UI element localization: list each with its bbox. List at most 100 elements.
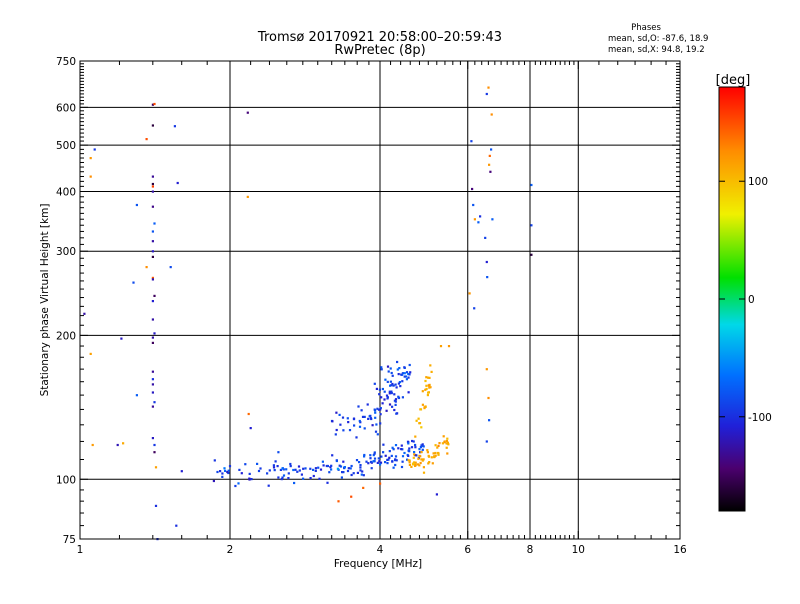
echo-point bbox=[151, 103, 154, 106]
echo-point bbox=[412, 456, 415, 459]
echo-point bbox=[427, 376, 430, 379]
x-tick-label: 4 bbox=[377, 544, 384, 556]
echo-point bbox=[153, 443, 156, 447]
echo-point bbox=[424, 405, 427, 408]
echo-point bbox=[393, 408, 396, 412]
echo-point bbox=[352, 472, 355, 475]
echo-point bbox=[377, 457, 380, 460]
echo-point bbox=[135, 394, 138, 397]
echo-point bbox=[434, 451, 437, 455]
echo-point bbox=[369, 460, 373, 463]
echo-point bbox=[348, 429, 352, 432]
echo-point bbox=[430, 456, 433, 459]
echo-point bbox=[386, 365, 390, 368]
echo-point bbox=[383, 398, 386, 401]
echo-point bbox=[369, 417, 372, 420]
echo-point bbox=[296, 470, 299, 473]
echo-point bbox=[274, 460, 277, 463]
echo-point bbox=[321, 460, 324, 463]
echo-point bbox=[418, 448, 421, 451]
y-tick-label: 75 bbox=[63, 534, 76, 546]
echo-point bbox=[407, 449, 410, 452]
echo-point bbox=[414, 443, 417, 447]
echo-point bbox=[442, 435, 445, 438]
echo-point bbox=[221, 475, 224, 478]
echo-point bbox=[338, 464, 341, 467]
echo-point bbox=[413, 451, 416, 454]
echo-point bbox=[247, 412, 250, 416]
echo-point bbox=[256, 462, 259, 465]
echo-point bbox=[485, 92, 488, 96]
x-tick-label: 10 bbox=[572, 544, 585, 556]
echo-point bbox=[317, 466, 320, 469]
echo-point bbox=[362, 486, 365, 489]
echo-point bbox=[411, 439, 414, 443]
echo-point bbox=[404, 375, 408, 378]
echo-point bbox=[135, 203, 138, 207]
echo-point bbox=[373, 382, 376, 385]
echo-point bbox=[312, 468, 315, 471]
echo-point bbox=[491, 218, 494, 221]
echo-point bbox=[219, 470, 222, 473]
echo-point bbox=[401, 455, 405, 458]
echo-point bbox=[395, 386, 398, 389]
echo-point bbox=[377, 408, 381, 411]
echo-point bbox=[336, 467, 339, 470]
echo-point bbox=[389, 384, 392, 387]
echo-point bbox=[151, 205, 154, 208]
echo-point bbox=[294, 468, 297, 471]
echo-point bbox=[330, 464, 333, 467]
echo-point bbox=[417, 417, 420, 420]
chart-title-line1: Tromsø 20170921 20:58:00–20:59:43 bbox=[257, 30, 502, 45]
echo-point bbox=[445, 439, 448, 443]
echo-point bbox=[91, 443, 94, 447]
echo-point bbox=[391, 374, 394, 377]
echo-point bbox=[259, 467, 262, 470]
echo-point bbox=[277, 476, 280, 479]
echo-point bbox=[472, 203, 475, 207]
echo-point bbox=[427, 455, 431, 458]
echo-point bbox=[369, 454, 372, 457]
echo-point bbox=[370, 467, 373, 470]
echo-point bbox=[395, 412, 398, 415]
echo-point bbox=[390, 392, 393, 395]
echo-point bbox=[347, 421, 350, 424]
y-tick-label: 100 bbox=[56, 474, 76, 486]
x-tick-label: 2 bbox=[227, 544, 234, 556]
echo-point bbox=[427, 391, 430, 394]
echo-point bbox=[405, 378, 408, 381]
echo-point bbox=[408, 447, 411, 450]
echo-point bbox=[338, 413, 341, 416]
echo-point bbox=[429, 364, 432, 367]
echo-point bbox=[304, 467, 307, 470]
echo-point bbox=[378, 393, 381, 396]
echo-point bbox=[309, 467, 312, 470]
echo-point bbox=[394, 458, 397, 461]
echo-point bbox=[367, 417, 370, 420]
y-tick-label: 500 bbox=[56, 140, 76, 152]
echo-point bbox=[420, 451, 423, 454]
echo-point bbox=[486, 276, 489, 279]
echo-point bbox=[151, 276, 154, 279]
echo-point bbox=[368, 415, 371, 418]
echo-point bbox=[425, 387, 428, 391]
echo-point bbox=[446, 437, 449, 440]
echo-point bbox=[358, 419, 361, 423]
echo-point bbox=[373, 457, 377, 460]
echo-point bbox=[297, 465, 301, 468]
echo-point bbox=[408, 461, 411, 464]
echo-point bbox=[281, 476, 284, 479]
echo-point bbox=[386, 462, 389, 465]
echo-point bbox=[412, 462, 415, 466]
echo-point bbox=[330, 468, 333, 471]
echo-point bbox=[151, 182, 154, 186]
echo-point bbox=[360, 473, 363, 476]
echo-point bbox=[151, 255, 154, 258]
echo-point bbox=[446, 441, 449, 444]
echo-point bbox=[151, 175, 154, 178]
echo-point bbox=[373, 460, 376, 463]
echo-point bbox=[223, 467, 226, 470]
echo-point bbox=[356, 471, 359, 474]
echo-point bbox=[400, 444, 403, 447]
